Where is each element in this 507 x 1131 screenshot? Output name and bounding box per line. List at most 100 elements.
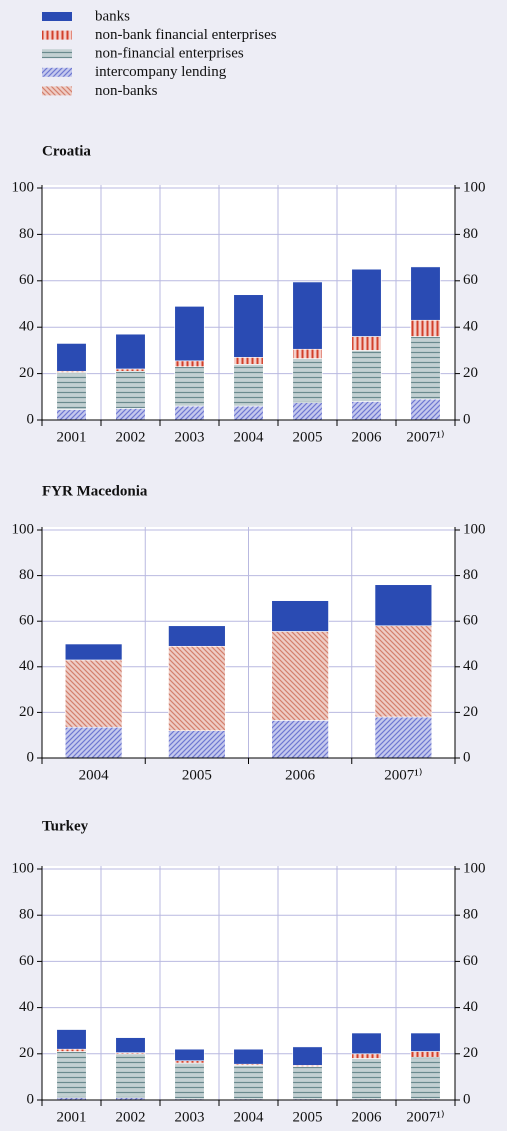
bar-segment — [56, 1029, 87, 1050]
bar-segment — [410, 1051, 441, 1058]
y2-tick-label: 0 — [463, 749, 471, 765]
y2-tick-label: 60 — [463, 613, 478, 629]
chart-title: FYR Macedonia — [42, 483, 148, 499]
bar-segment — [115, 1037, 146, 1053]
bar-segment — [115, 368, 146, 372]
x-tick-label: 2005 — [293, 1109, 323, 1125]
bar-segment — [174, 360, 205, 367]
bar-segment — [410, 266, 441, 321]
y2-tick-label: 60 — [463, 953, 478, 969]
y-tick-label: 80 — [19, 567, 34, 583]
bar-segment — [351, 350, 382, 402]
y2-tick-label: 20 — [463, 365, 478, 381]
legend-swatch — [42, 12, 72, 21]
bar-segment — [115, 408, 146, 421]
x-tick-label: 2002 — [116, 429, 146, 445]
bar-segment — [233, 357, 264, 365]
y2-tick-label: 40 — [463, 999, 478, 1015]
bar-segment — [292, 348, 323, 359]
y-tick-label: 0 — [27, 1091, 35, 1107]
y2-tick-label: 20 — [463, 1045, 478, 1061]
bar-segment — [56, 1051, 87, 1098]
bar-segment — [233, 405, 264, 421]
bar-segment — [64, 726, 123, 759]
x-tick-label: 2006 — [352, 1109, 383, 1125]
bar-segment — [351, 401, 382, 421]
bar-segment — [56, 1048, 87, 1052]
legend-label: non-bank financial enterprises — [95, 27, 277, 43]
chart-title: Turkey — [42, 818, 89, 834]
y-tick-label: 20 — [19, 1045, 34, 1061]
bar-segment — [351, 1058, 382, 1100]
bar-segment — [174, 405, 205, 421]
x-tick-label: 2004 — [234, 429, 265, 445]
bar-segment — [410, 336, 441, 400]
bar-segment — [174, 366, 205, 407]
y-tick-label: 80 — [19, 226, 34, 242]
x-tick-label: 2003 — [175, 1109, 205, 1125]
y2-tick-label: 0 — [463, 411, 471, 427]
bar-segment — [115, 333, 146, 370]
x-tick-label: 2006 — [352, 429, 383, 445]
bar-segment — [271, 631, 329, 721]
x-tick-label: 2006 — [285, 767, 316, 783]
bar-segment — [292, 1066, 323, 1100]
x-tick-label: 2004 — [234, 1109, 265, 1125]
bar-segment — [56, 343, 87, 372]
y-tick-label: 100 — [12, 179, 35, 195]
y-tick-label: 100 — [12, 860, 35, 876]
bar-segment — [174, 1062, 205, 1100]
y-tick-label: 60 — [19, 953, 34, 969]
bar-segment — [115, 1053, 146, 1098]
bar-segment — [351, 1032, 382, 1055]
bar-segment — [233, 294, 264, 358]
y2-tick-label: 0 — [463, 1091, 471, 1107]
bar-segment — [233, 1048, 264, 1065]
bar-segment — [410, 1032, 441, 1052]
y-tick-label: 60 — [19, 613, 34, 629]
x-tick-label: 2005 — [293, 429, 323, 445]
bar-segment — [374, 716, 433, 759]
bar-segment — [271, 720, 329, 759]
y2-tick-label: 20 — [463, 704, 478, 720]
bar-segment — [351, 336, 382, 351]
y-tick-label: 40 — [19, 319, 34, 335]
legend-swatch — [42, 49, 72, 59]
y-tick-label: 20 — [19, 704, 34, 720]
x-tick-label: 2005 — [182, 767, 212, 783]
y2-tick-label: 80 — [463, 567, 478, 583]
y-tick-label: 40 — [19, 999, 34, 1015]
bar-segment — [174, 306, 205, 362]
y2-tick-label: 40 — [463, 319, 478, 335]
y2-tick-label: 100 — [463, 179, 486, 195]
bar-segment — [292, 402, 323, 421]
y-tick-label: 80 — [19, 907, 34, 923]
legend-swatch — [42, 86, 72, 96]
bar-segment — [168, 625, 226, 647]
x-tick-label: 2004 — [79, 767, 110, 783]
bar-segment — [168, 645, 226, 731]
x-tick-label: 2007¹⁾ — [384, 767, 422, 783]
bar-segment — [351, 1053, 382, 1059]
bar-segment — [410, 398, 441, 421]
x-tick-label: 2003 — [175, 429, 205, 445]
y2-tick-label: 100 — [463, 860, 486, 876]
x-tick-label: 2002 — [116, 1109, 146, 1125]
legend-label: non-banks — [95, 83, 158, 99]
x-tick-label: 2007¹⁾ — [406, 1109, 444, 1125]
bar-segment — [56, 372, 87, 410]
bar-segment — [168, 730, 226, 759]
bar-segment — [410, 1056, 441, 1100]
bar-segment — [374, 584, 433, 627]
y-tick-label: 20 — [19, 365, 34, 381]
chart-title: Croatia — [42, 143, 91, 159]
bar-segment — [115, 370, 146, 409]
bar-segment — [292, 358, 323, 403]
bar-segment — [292, 1046, 323, 1066]
bar-segment — [64, 659, 123, 728]
y2-tick-label: 100 — [463, 521, 486, 537]
x-tick-label: 2007¹⁾ — [406, 429, 444, 445]
bar-segment — [64, 643, 123, 661]
y-tick-label: 40 — [19, 658, 34, 674]
y-tick-label: 60 — [19, 272, 34, 288]
